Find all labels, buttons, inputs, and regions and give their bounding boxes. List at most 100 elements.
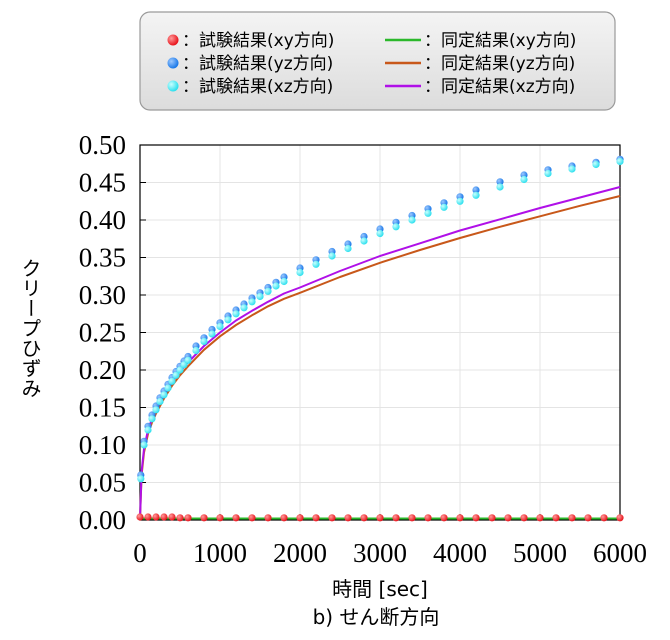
data-point: [344, 514, 352, 522]
data-point: [456, 514, 464, 522]
data-point: [360, 514, 368, 522]
data-point: [496, 183, 504, 191]
data-point: [248, 298, 256, 306]
data-point: [176, 514, 184, 522]
data-point: [536, 514, 544, 522]
data-point: [472, 186, 480, 194]
legend-label: ：試験結果(xy方向): [182, 31, 334, 51]
data-point: [328, 252, 336, 260]
data-point: [568, 514, 576, 522]
data-point: [568, 165, 576, 173]
data-point: [136, 513, 144, 521]
data-point: [456, 197, 464, 205]
data-point: [216, 322, 224, 331]
chart-caption: b) せん断方向: [313, 605, 440, 629]
legend-label: ：試験結果(xz方向): [182, 77, 333, 97]
x-tick-label: 4000: [433, 538, 487, 568]
data-point: [488, 514, 496, 522]
y-tick-label: 0.30: [79, 280, 126, 310]
data-point: [376, 229, 384, 238]
data-point: [172, 371, 180, 379]
y-tick-label: 0.45: [79, 168, 126, 198]
data-point: [148, 415, 156, 423]
x-tick-label: 0: [133, 538, 147, 568]
data-point: [272, 282, 280, 290]
y-tick-label: 0.25: [79, 318, 126, 348]
data-point: [264, 287, 272, 295]
y-tick-label: 0.10: [79, 430, 126, 460]
data-point: [200, 337, 208, 346]
data-point: [440, 203, 448, 211]
data-point: [592, 160, 600, 169]
data-point: [152, 513, 160, 521]
data-point: [184, 514, 192, 522]
data-point: [168, 377, 176, 385]
data-point: [376, 514, 384, 522]
data-point: [328, 514, 336, 522]
data-point: [176, 366, 184, 374]
x-tick-label: 3000: [353, 538, 407, 568]
data-point: [140, 441, 148, 449]
legend-label: ：同定結果(yz方向): [424, 54, 575, 74]
series-markers: [136, 155, 624, 522]
data-point: [248, 514, 256, 522]
y-tick-label: 0.00: [79, 505, 126, 535]
data-point: [312, 260, 320, 268]
data-point: [504, 514, 512, 522]
legend-marker: [167, 34, 179, 46]
data-point: [296, 514, 304, 522]
data-point: [424, 209, 432, 217]
x-tick-label: 6000: [593, 538, 647, 568]
data-point: [408, 514, 416, 522]
data-point: [232, 514, 240, 522]
data-point: [392, 514, 400, 522]
data-point: [168, 513, 176, 521]
data-point: [552, 514, 560, 522]
data-point: [360, 237, 368, 245]
data-point: [544, 169, 552, 178]
x-tick-label: 1000: [193, 538, 247, 568]
data-point: [520, 175, 528, 184]
data-point: [137, 475, 145, 483]
data-point: [200, 514, 208, 522]
y-tick-label: 0.35: [79, 243, 126, 273]
data-point: [280, 514, 288, 522]
data-point: [264, 514, 272, 522]
data-point: [156, 397, 164, 406]
x-axis-label: 時間 [sec]: [332, 577, 428, 601]
y-tick-label: 0.05: [79, 468, 126, 498]
data-point: [408, 216, 416, 224]
data-point: [616, 157, 624, 166]
data-point: [144, 426, 152, 434]
legend-label: ：同定結果(xy方向): [424, 31, 576, 51]
legend-marker: [167, 80, 179, 92]
data-point: [224, 316, 232, 324]
y-axis-label: クリープひずみ: [18, 258, 42, 398]
data-point: [232, 310, 240, 318]
data-point: [296, 268, 304, 277]
data-point: [616, 514, 624, 522]
legend-marker: [167, 57, 179, 69]
data-point: [600, 514, 608, 522]
x-axis-ticks: 0 1000 2000 3000 4000 5000 6000: [133, 514, 647, 568]
data-point: [472, 514, 480, 522]
data-point: [424, 514, 432, 522]
x-tick-label: 2000: [273, 538, 327, 568]
data-point: [160, 391, 168, 399]
data-point: [256, 292, 264, 301]
y-tick-label: 0.20: [79, 355, 126, 385]
data-point: [472, 191, 480, 199]
x-tick-label: 5000: [513, 538, 567, 568]
data-point: [520, 514, 528, 522]
data-point: [160, 513, 168, 521]
plot-area: 0.00 0.05 0.10 0.15 0.20 0.25 0.30 0.35 0.40 0.45…: [79, 130, 647, 568]
series-line-4: [139, 195, 621, 521]
data-point: [192, 346, 200, 355]
data-point: [392, 223, 400, 231]
data-point: [440, 514, 448, 522]
data-point: [216, 514, 224, 522]
y-tick-label: 0.40: [79, 205, 126, 235]
data-point: [144, 513, 152, 521]
data-point: [208, 330, 216, 338]
